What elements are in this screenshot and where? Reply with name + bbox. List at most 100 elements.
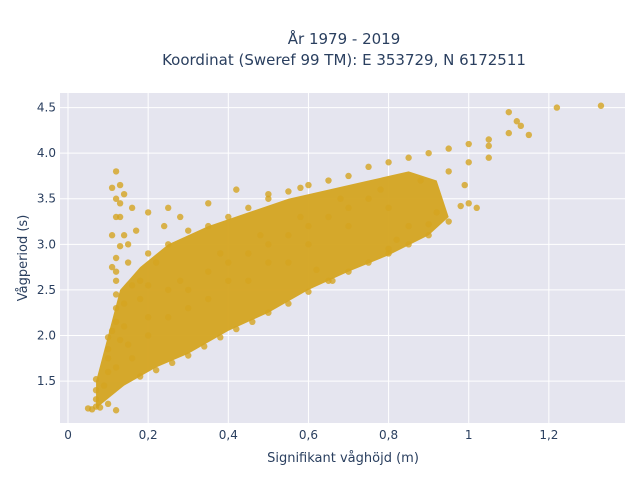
data-point bbox=[108, 184, 116, 192]
data-point bbox=[201, 343, 208, 350]
data-point bbox=[445, 218, 452, 225]
data-point bbox=[112, 407, 120, 414]
data-point bbox=[249, 318, 256, 326]
data-point bbox=[92, 376, 100, 383]
x-tick-label: 0,2 bbox=[139, 428, 158, 442]
data-point bbox=[377, 186, 384, 193]
data-point bbox=[168, 359, 176, 367]
data-point bbox=[305, 241, 312, 248]
data-point bbox=[108, 232, 116, 239]
data-point bbox=[405, 222, 412, 230]
data-point bbox=[185, 304, 192, 312]
data-point bbox=[445, 145, 452, 152]
data-point bbox=[345, 172, 352, 180]
data-point bbox=[100, 382, 108, 389]
data-point bbox=[128, 204, 136, 212]
data-point bbox=[120, 190, 128, 198]
data-point bbox=[457, 202, 464, 210]
data-point bbox=[225, 277, 232, 284]
data-point bbox=[245, 250, 252, 257]
data-point bbox=[116, 242, 124, 250]
data-point bbox=[96, 404, 104, 411]
data-point bbox=[485, 154, 492, 161]
data-point bbox=[217, 250, 224, 257]
data-point bbox=[285, 300, 292, 307]
data-point bbox=[128, 355, 136, 362]
data-point bbox=[104, 345, 112, 353]
data-point bbox=[405, 154, 412, 161]
x-tick-label: 0,8 bbox=[379, 428, 398, 442]
data-point bbox=[177, 277, 184, 284]
data-point bbox=[473, 204, 480, 212]
data-point bbox=[385, 245, 392, 253]
data-point bbox=[345, 268, 352, 275]
data-point bbox=[104, 368, 112, 376]
data-point bbox=[124, 241, 132, 248]
y-tick-label: 2.0 bbox=[37, 328, 56, 342]
data-point bbox=[160, 222, 168, 230]
data-point bbox=[225, 213, 232, 221]
data-point bbox=[485, 136, 492, 143]
chart-subtitle: Koordinat (Sweref 99 TM): E 353729, N 61… bbox=[162, 51, 526, 69]
data-point bbox=[265, 259, 272, 266]
data-point bbox=[144, 209, 152, 216]
data-point bbox=[144, 314, 152, 321]
data-point bbox=[345, 204, 352, 212]
data-point bbox=[305, 181, 312, 189]
data-point bbox=[164, 204, 172, 212]
data-point bbox=[485, 142, 492, 150]
data-point bbox=[553, 104, 561, 111]
data-point bbox=[152, 259, 160, 266]
data-point bbox=[92, 386, 100, 394]
data-point bbox=[393, 236, 400, 243]
data-point bbox=[112, 277, 120, 284]
data-point bbox=[385, 204, 392, 212]
data-point bbox=[233, 186, 240, 193]
data-point bbox=[465, 159, 472, 166]
data-point bbox=[185, 227, 192, 234]
data-point bbox=[313, 266, 320, 274]
data-point bbox=[185, 286, 192, 294]
data-point bbox=[461, 181, 468, 189]
y-tick-label: 3.0 bbox=[37, 237, 56, 251]
data-point bbox=[217, 334, 224, 341]
x-tick-label: 1 bbox=[465, 428, 473, 442]
data-point bbox=[112, 364, 120, 371]
data-point bbox=[417, 177, 424, 184]
data-point bbox=[425, 221, 432, 228]
data-point bbox=[144, 250, 152, 257]
data-point bbox=[104, 334, 112, 341]
data-point bbox=[305, 222, 312, 230]
data-point bbox=[257, 232, 264, 239]
data-point bbox=[116, 336, 124, 344]
data-point bbox=[120, 300, 128, 307]
data-point bbox=[116, 213, 124, 221]
data-point bbox=[517, 122, 525, 130]
data-point bbox=[116, 181, 124, 189]
data-point bbox=[233, 325, 240, 333]
data-point bbox=[120, 323, 128, 330]
data-points bbox=[84, 102, 605, 414]
data-point bbox=[112, 268, 120, 275]
data-point bbox=[205, 222, 212, 230]
data-point bbox=[112, 291, 120, 298]
data-point bbox=[445, 168, 452, 175]
y-tick-label: 1.5 bbox=[37, 374, 56, 388]
data-point bbox=[112, 168, 120, 175]
data-point bbox=[245, 204, 252, 212]
data-point bbox=[245, 277, 252, 284]
data-point bbox=[465, 140, 472, 148]
data-point bbox=[337, 195, 344, 202]
data-point bbox=[205, 295, 212, 303]
data-point bbox=[385, 250, 392, 257]
x-tick-label: 0,4 bbox=[219, 428, 238, 442]
data-point bbox=[112, 254, 120, 262]
data-point bbox=[164, 286, 172, 294]
data-point bbox=[425, 149, 432, 157]
data-point bbox=[104, 400, 112, 408]
data-point bbox=[136, 277, 144, 284]
data-point bbox=[465, 200, 472, 207]
y-tick-label: 2.5 bbox=[37, 283, 56, 297]
data-point bbox=[108, 327, 116, 335]
data-point bbox=[164, 314, 172, 321]
